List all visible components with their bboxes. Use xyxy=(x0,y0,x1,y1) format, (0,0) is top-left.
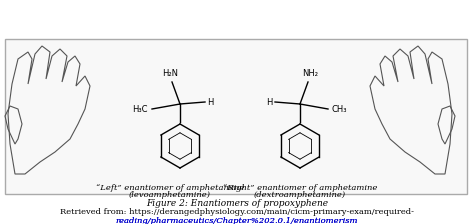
Text: H₃C: H₃C xyxy=(133,105,148,114)
Text: (dextroamphetamine): (dextroamphetamine) xyxy=(254,191,346,199)
Text: CH₃: CH₃ xyxy=(332,105,347,114)
Text: NH₂: NH₂ xyxy=(302,69,318,78)
Text: reading/pharmaceutics/Chapter%202.0.1/enantiomerism: reading/pharmaceutics/Chapter%202.0.1/en… xyxy=(116,217,358,224)
Text: Retrieved from: https://derangedphysiology.com/main/cicm-primary-exam/required-: Retrieved from: https://derangedphysiolo… xyxy=(60,208,414,216)
FancyBboxPatch shape xyxy=(5,39,467,194)
Text: H: H xyxy=(266,97,273,106)
Text: H: H xyxy=(207,97,213,106)
Text: “Left” enantiomer of amphetamine: “Left” enantiomer of amphetamine xyxy=(96,184,244,192)
Text: (levoamphetamine): (levoamphetamine) xyxy=(129,191,211,199)
Text: reading/pharmaceutics/Chapter%202.0.1/enantiomerism: reading/pharmaceutics/Chapter%202.0.1/en… xyxy=(116,217,358,224)
Text: Figure 2: Enantiomers of propoxyphene: Figure 2: Enantiomers of propoxyphene xyxy=(146,199,328,208)
Text: H₂N: H₂N xyxy=(162,69,178,78)
Text: “Right” enantiomer of amphetamine: “Right” enantiomer of amphetamine xyxy=(223,184,377,192)
